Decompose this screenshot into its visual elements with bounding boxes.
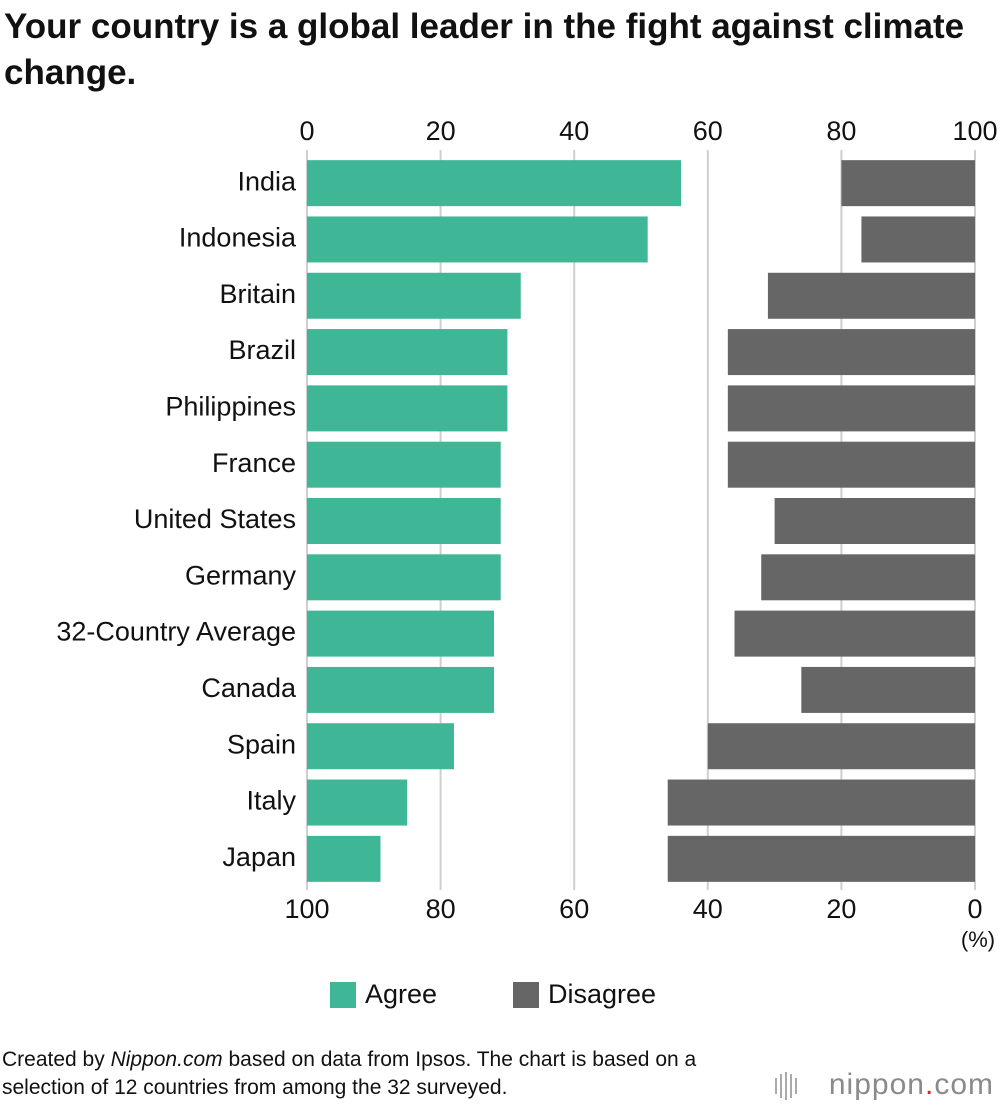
category-label: Brazil (228, 335, 296, 365)
logo-icon (775, 1072, 797, 1100)
category-label: Philippines (165, 392, 296, 422)
bar (307, 216, 648, 263)
bar (307, 272, 521, 319)
x2-tick-label: 20 (826, 894, 856, 924)
category-label: Spain (227, 729, 296, 759)
x2-tick-label: 40 (693, 894, 723, 924)
logo-text: com (934, 1068, 994, 1101)
category-label: Japan (222, 842, 296, 872)
bar (307, 329, 508, 376)
category-label: Germany (185, 560, 297, 590)
bar (727, 441, 975, 488)
note-text: based on data from Ipsos. The chart is b… (2, 1048, 697, 1099)
bar (307, 610, 495, 657)
bar (734, 610, 975, 657)
category-label: Canada (201, 673, 297, 703)
bar (307, 441, 501, 488)
bar (707, 723, 975, 770)
bar (801, 666, 975, 713)
bar (667, 779, 975, 826)
legend-label: Agree (365, 979, 437, 1009)
category-label: 32-Country Average (56, 617, 296, 647)
category-label: Indonesia (179, 223, 297, 253)
bar (667, 835, 975, 882)
category-label: Britain (219, 279, 296, 309)
bar (727, 385, 975, 432)
x-tick-label: 0 (299, 116, 314, 146)
category-label: India (237, 166, 297, 196)
x2-tick-label: 0 (967, 894, 982, 924)
bar (727, 329, 975, 376)
bar (307, 779, 408, 826)
x-tick-label: 20 (426, 116, 456, 146)
bar (841, 160, 975, 207)
legend-swatch (513, 982, 539, 1008)
unit-label: (%) (961, 927, 995, 952)
bar (307, 498, 501, 544)
bar (761, 554, 975, 601)
bar (307, 723, 454, 770)
bar (307, 835, 381, 882)
bar (307, 666, 495, 713)
category-label: Italy (246, 786, 296, 816)
x-tick-label: 60 (693, 116, 723, 146)
x2-tick-label: 60 (559, 894, 589, 924)
logo-text: . (924, 1068, 935, 1101)
x2-tick-label: 100 (284, 894, 329, 924)
category-label: France (212, 448, 296, 478)
logo: nippon.com (829, 1068, 994, 1102)
logo-text: nippon (828, 1068, 925, 1101)
note-text: Nippon.com (110, 1048, 223, 1071)
x-tick-label: 80 (826, 116, 856, 146)
x-tick-label: 40 (559, 116, 589, 146)
bar (774, 498, 975, 544)
bar (767, 272, 975, 319)
x-tick-label: 100 (952, 116, 997, 146)
note-text: Created by (2, 1048, 111, 1071)
chart-title: Your country is a global leader in the f… (4, 7, 965, 92)
bar (861, 216, 975, 263)
legend-label: Disagree (548, 979, 656, 1009)
legend-swatch (330, 982, 356, 1008)
bar (307, 160, 682, 207)
category-label: United States (134, 504, 296, 534)
bar (307, 385, 508, 432)
bar (307, 554, 501, 601)
x2-tick-label: 80 (426, 894, 456, 924)
source-note: Created by Nippon.com based on data from… (2, 1046, 702, 1102)
